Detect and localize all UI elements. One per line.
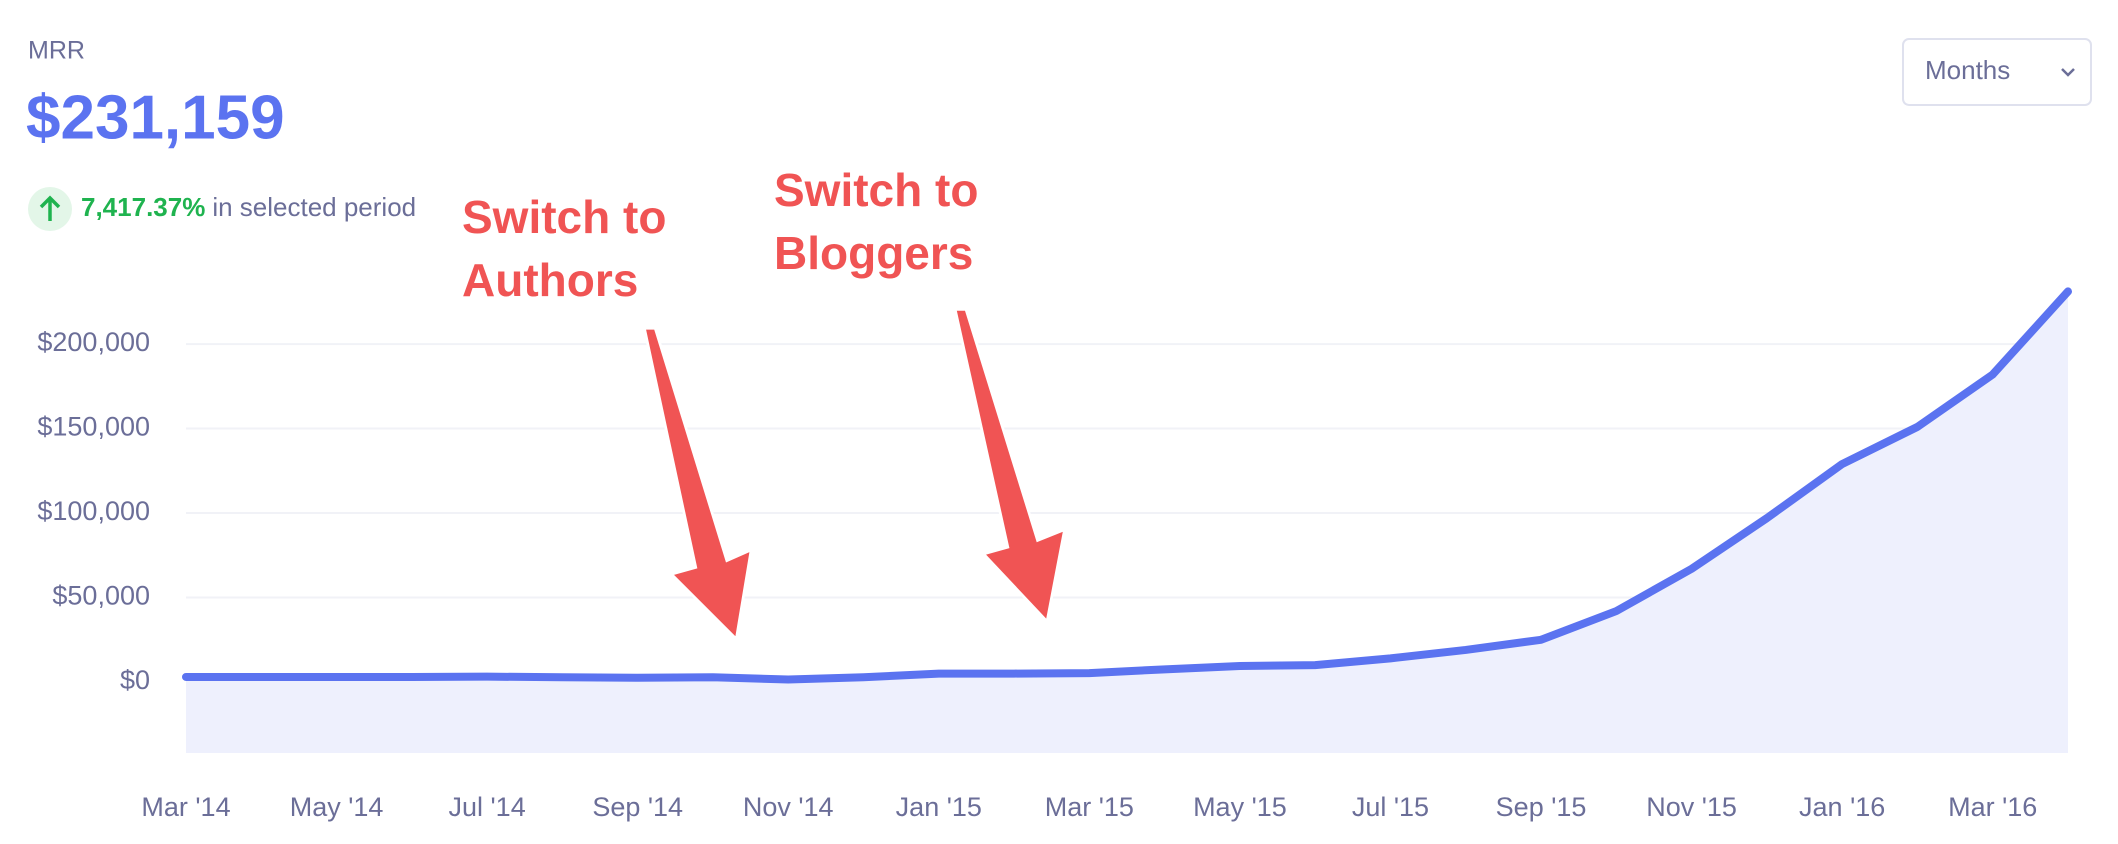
- period-dropdown[interactable]: [1902, 38, 2092, 106]
- x-tick-label: Mar '14: [141, 792, 230, 822]
- x-tick-label: Mar '16: [1948, 792, 2037, 822]
- plot: $0 $50,000 $100,000 $150,000 $200,000 Mar '14…: [37, 287, 2072, 822]
- x-tick-label: May '15: [1193, 792, 1287, 822]
- x-tick-label: Sep '15: [1496, 792, 1587, 822]
- y-tick-label: $100,000: [37, 496, 150, 526]
- x-tick-label: Mar '15: [1045, 792, 1134, 822]
- line: [182, 287, 2072, 684]
- annotation: Switch to: [462, 191, 666, 243]
- annotation: Bloggers: [774, 227, 973, 279]
- arrow: [953, 308, 1067, 625]
- arrow: [642, 326, 753, 642]
- annotation: Authors: [462, 254, 638, 306]
- change-line: 7,417.37% in selected period: [81, 192, 416, 222]
- annotation: Switch to: [774, 164, 978, 216]
- y-tick-label: $0: [120, 665, 150, 695]
- y-tick-label: $50,000: [52, 581, 150, 611]
- x-tick-label: May '14: [290, 792, 384, 822]
- x-tick-label: Sep '14: [592, 792, 683, 822]
- dropdown-chevron: [2061, 68, 2075, 77]
- x-tick-label: Jul '14: [449, 792, 526, 822]
- x-tick-label: Nov '15: [1646, 792, 1737, 822]
- x-tick-label: Nov '14: [743, 792, 834, 822]
- y-tick-label: $150,000: [37, 412, 150, 442]
- x-tick-label: Jul '15: [1352, 792, 1429, 822]
- metric-label: MRR: [28, 37, 85, 65]
- x-tick-label: Jan '16: [1799, 792, 1885, 822]
- up-arrow: [39, 195, 61, 221]
- dropdown-label: Months: [1925, 55, 2010, 85]
- x-tick-label: Jan '15: [896, 792, 982, 822]
- arrows: [642, 308, 1067, 642]
- change-text: in selected period: [212, 192, 416, 222]
- y-tick-label: $200,000: [37, 327, 150, 357]
- change-value: 7,417.37%: [81, 192, 205, 222]
- metric-value: $231,159: [26, 83, 285, 152]
- area: [186, 291, 2068, 753]
